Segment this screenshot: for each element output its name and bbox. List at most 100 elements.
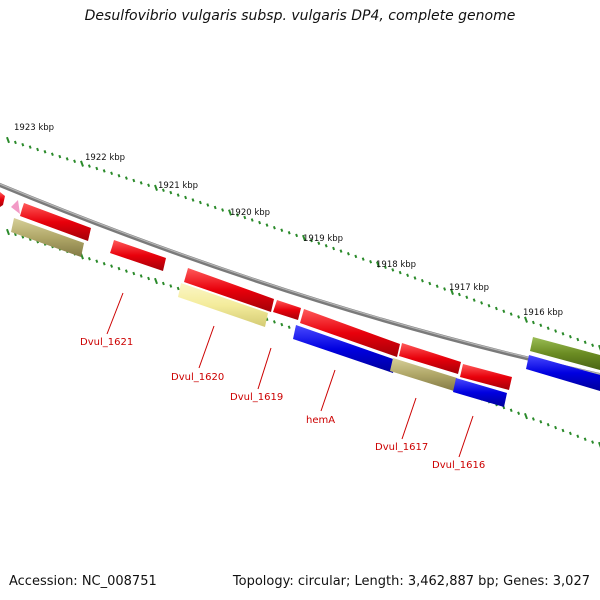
minor-tick	[272, 320, 276, 324]
minor-tick	[95, 259, 99, 263]
minor-tick	[280, 228, 284, 232]
minor-tick	[317, 241, 321, 245]
major-tick	[154, 184, 158, 191]
major-tick	[598, 441, 600, 449]
major-tick	[6, 228, 10, 236]
minor-tick	[509, 312, 513, 316]
minor-tick	[147, 183, 151, 188]
minor-tick	[117, 266, 121, 271]
gene-label-dvul-1620[interactable]: Dvul_1620	[171, 372, 224, 383]
footer-stats: Topology: circular; Length: 3,462,887 bp…	[232, 574, 590, 589]
rna-feature-bar[interactable]	[390, 358, 457, 391]
genome-backbone	[0, 182, 600, 377]
minor-tick	[147, 276, 151, 281]
minor-tick	[517, 411, 521, 415]
cog-feature-bar[interactable]	[526, 355, 600, 391]
label-leaders	[106, 292, 474, 458]
major-tick	[524, 412, 528, 420]
cog-olive-bar[interactable]	[530, 337, 600, 370]
gene-arrow[interactable]	[20, 203, 91, 241]
major-tick	[376, 261, 380, 268]
rrna-feature-bar[interactable]	[178, 283, 268, 327]
gene-arrow[interactable]	[273, 300, 301, 320]
ruler-label-1919: 1919 kbp	[303, 234, 343, 244]
leader-line	[106, 292, 124, 335]
minor-tick	[339, 249, 343, 253]
minor-tick	[591, 343, 595, 347]
minor-tick	[435, 284, 439, 288]
minor-tick	[65, 157, 69, 161]
major-tick	[228, 209, 232, 216]
forward-genes	[0, 192, 512, 390]
minor-tick	[443, 287, 447, 291]
minor-tick	[576, 337, 580, 342]
minor-tick	[406, 273, 410, 278]
minor-tick	[272, 225, 276, 230]
minor-tick	[568, 334, 572, 339]
minor-tick	[132, 271, 136, 276]
leader-line	[257, 347, 272, 390]
minor-tick	[413, 276, 417, 280]
minor-tick	[50, 152, 54, 156]
major-tick	[302, 234, 306, 242]
gene-arrow[interactable]	[184, 268, 274, 312]
gene-label-dvul-1619[interactable]: Dvul_1619	[230, 392, 283, 403]
minor-tick	[58, 154, 62, 159]
major-tick	[598, 344, 600, 352]
minor-tick	[13, 140, 17, 145]
minor-tick	[161, 281, 165, 286]
minor-tick	[576, 434, 580, 439]
cog-feature-bar[interactable]	[293, 325, 396, 373]
minor-tick	[361, 257, 365, 261]
minor-tick	[583, 340, 587, 345]
minor-tick	[28, 145, 32, 149]
minor-tick	[346, 252, 350, 256]
rna-feature-bar[interactable]	[11, 218, 84, 257]
minor-tick	[235, 213, 239, 217]
minor-tick	[369, 260, 373, 264]
minor-tick	[102, 169, 106, 173]
minor-tick	[124, 176, 128, 180]
gene-arrow[interactable]	[399, 343, 461, 374]
leader-line	[198, 325, 215, 369]
minor-tick	[383, 265, 387, 269]
minor-tick	[539, 420, 543, 424]
minor-tick	[213, 205, 217, 210]
gene-marker[interactable]	[11, 200, 20, 214]
ruler-label-1923: 1923 kbp	[14, 123, 54, 133]
gene-arrow[interactable]	[460, 364, 512, 390]
minor-tick	[487, 303, 491, 308]
gene-arrow[interactable]	[0, 192, 5, 207]
minor-tick	[561, 332, 565, 336]
cog-feature-bar[interactable]	[453, 378, 507, 407]
minor-tick	[221, 208, 225, 212]
genome-backbone-highlight	[0, 183, 600, 375]
minor-tick	[169, 190, 173, 195]
minor-tick	[206, 203, 210, 207]
gene-label-dvul-1617[interactable]: Dvul_1617	[375, 442, 428, 453]
gene-labels: Dvul_1621 Dvul_1620 Dvul_1619 hemA Dvul_…	[80, 337, 485, 471]
gene-arrow[interactable]	[300, 309, 400, 357]
gene-label-dvul-1616[interactable]: Dvul_1616	[432, 460, 485, 471]
minor-tick	[124, 269, 128, 273]
minor-tick	[73, 159, 77, 164]
minor-tick	[554, 329, 558, 333]
minor-tick	[176, 193, 180, 197]
feature-bars	[11, 218, 600, 407]
minor-tick	[265, 223, 269, 227]
minor-tick	[243, 215, 247, 220]
leader-line	[458, 415, 474, 458]
minor-tick	[309, 238, 313, 243]
minor-tick	[169, 284, 173, 288]
minor-tick	[591, 440, 595, 444]
minor-tick	[517, 315, 521, 319]
minor-tick	[568, 431, 572, 436]
gene-arrow[interactable]	[110, 240, 166, 271]
gene-label-dvul-1621[interactable]: Dvul_1621	[80, 337, 133, 348]
ruler-label-1921: 1921 kbp	[158, 181, 198, 191]
minor-tick	[117, 173, 121, 178]
minor-tick	[480, 301, 484, 305]
gene-label-hema[interactable]: hemA	[306, 415, 335, 426]
minor-tick	[531, 417, 535, 421]
